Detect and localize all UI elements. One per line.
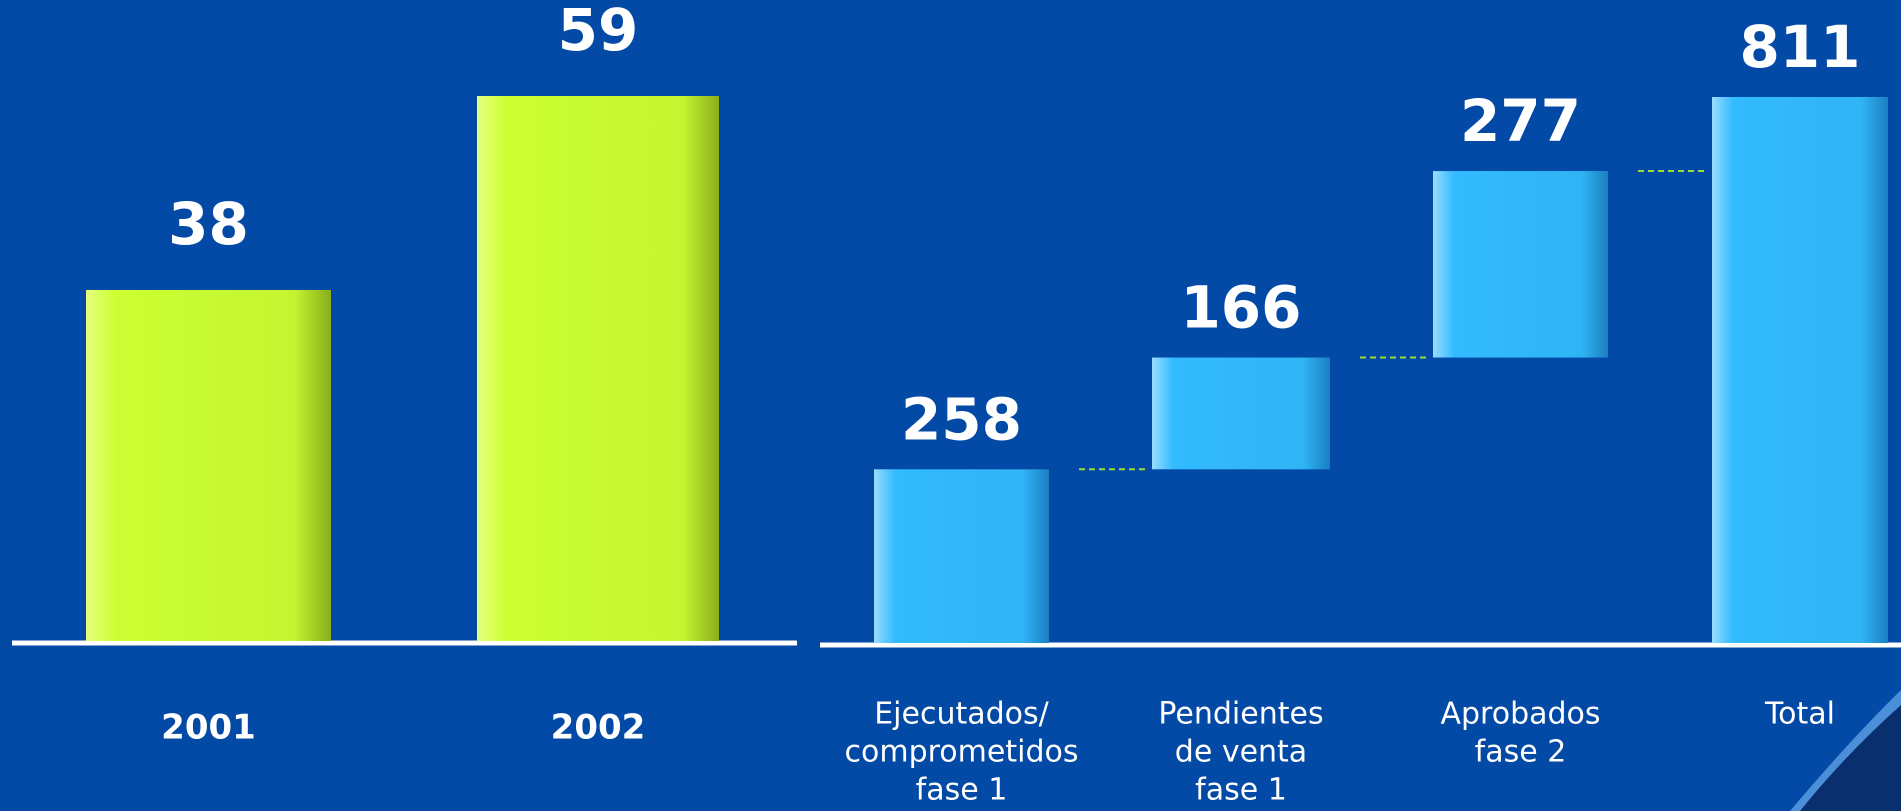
x-tick-label: Aprobados: [1440, 697, 1600, 732]
x-tick-label: comprometidos: [845, 735, 1079, 770]
x-tick-label: de venta: [1175, 735, 1307, 770]
x-tick-label: Pendientes: [1158, 697, 1323, 732]
x-tick-label: Total: [1764, 697, 1835, 732]
bar: [874, 469, 1049, 643]
corner-swoosh-edge: [1790, 690, 1901, 811]
data-label: 258: [901, 385, 1022, 453]
data-label: 811: [1739, 13, 1860, 81]
bar: [86, 289, 331, 641]
bar: [477, 96, 719, 641]
bar: [1712, 97, 1888, 643]
bar: [1152, 357, 1330, 470]
x-tick-label: fase 1: [916, 773, 1008, 808]
bar: [1433, 171, 1608, 358]
data-label: 38: [168, 190, 249, 258]
data-label: 277: [1460, 87, 1581, 155]
x-tick-label: fase 1: [1195, 773, 1287, 808]
x-tick-label: 2001: [161, 708, 256, 748]
x-tick-label: fase 2: [1475, 735, 1567, 770]
data-label: 59: [558, 0, 639, 64]
x-tick-label: Ejecutados/: [874, 697, 1049, 732]
data-label: 166: [1180, 274, 1301, 342]
x-tick-label: 2002: [551, 708, 646, 748]
